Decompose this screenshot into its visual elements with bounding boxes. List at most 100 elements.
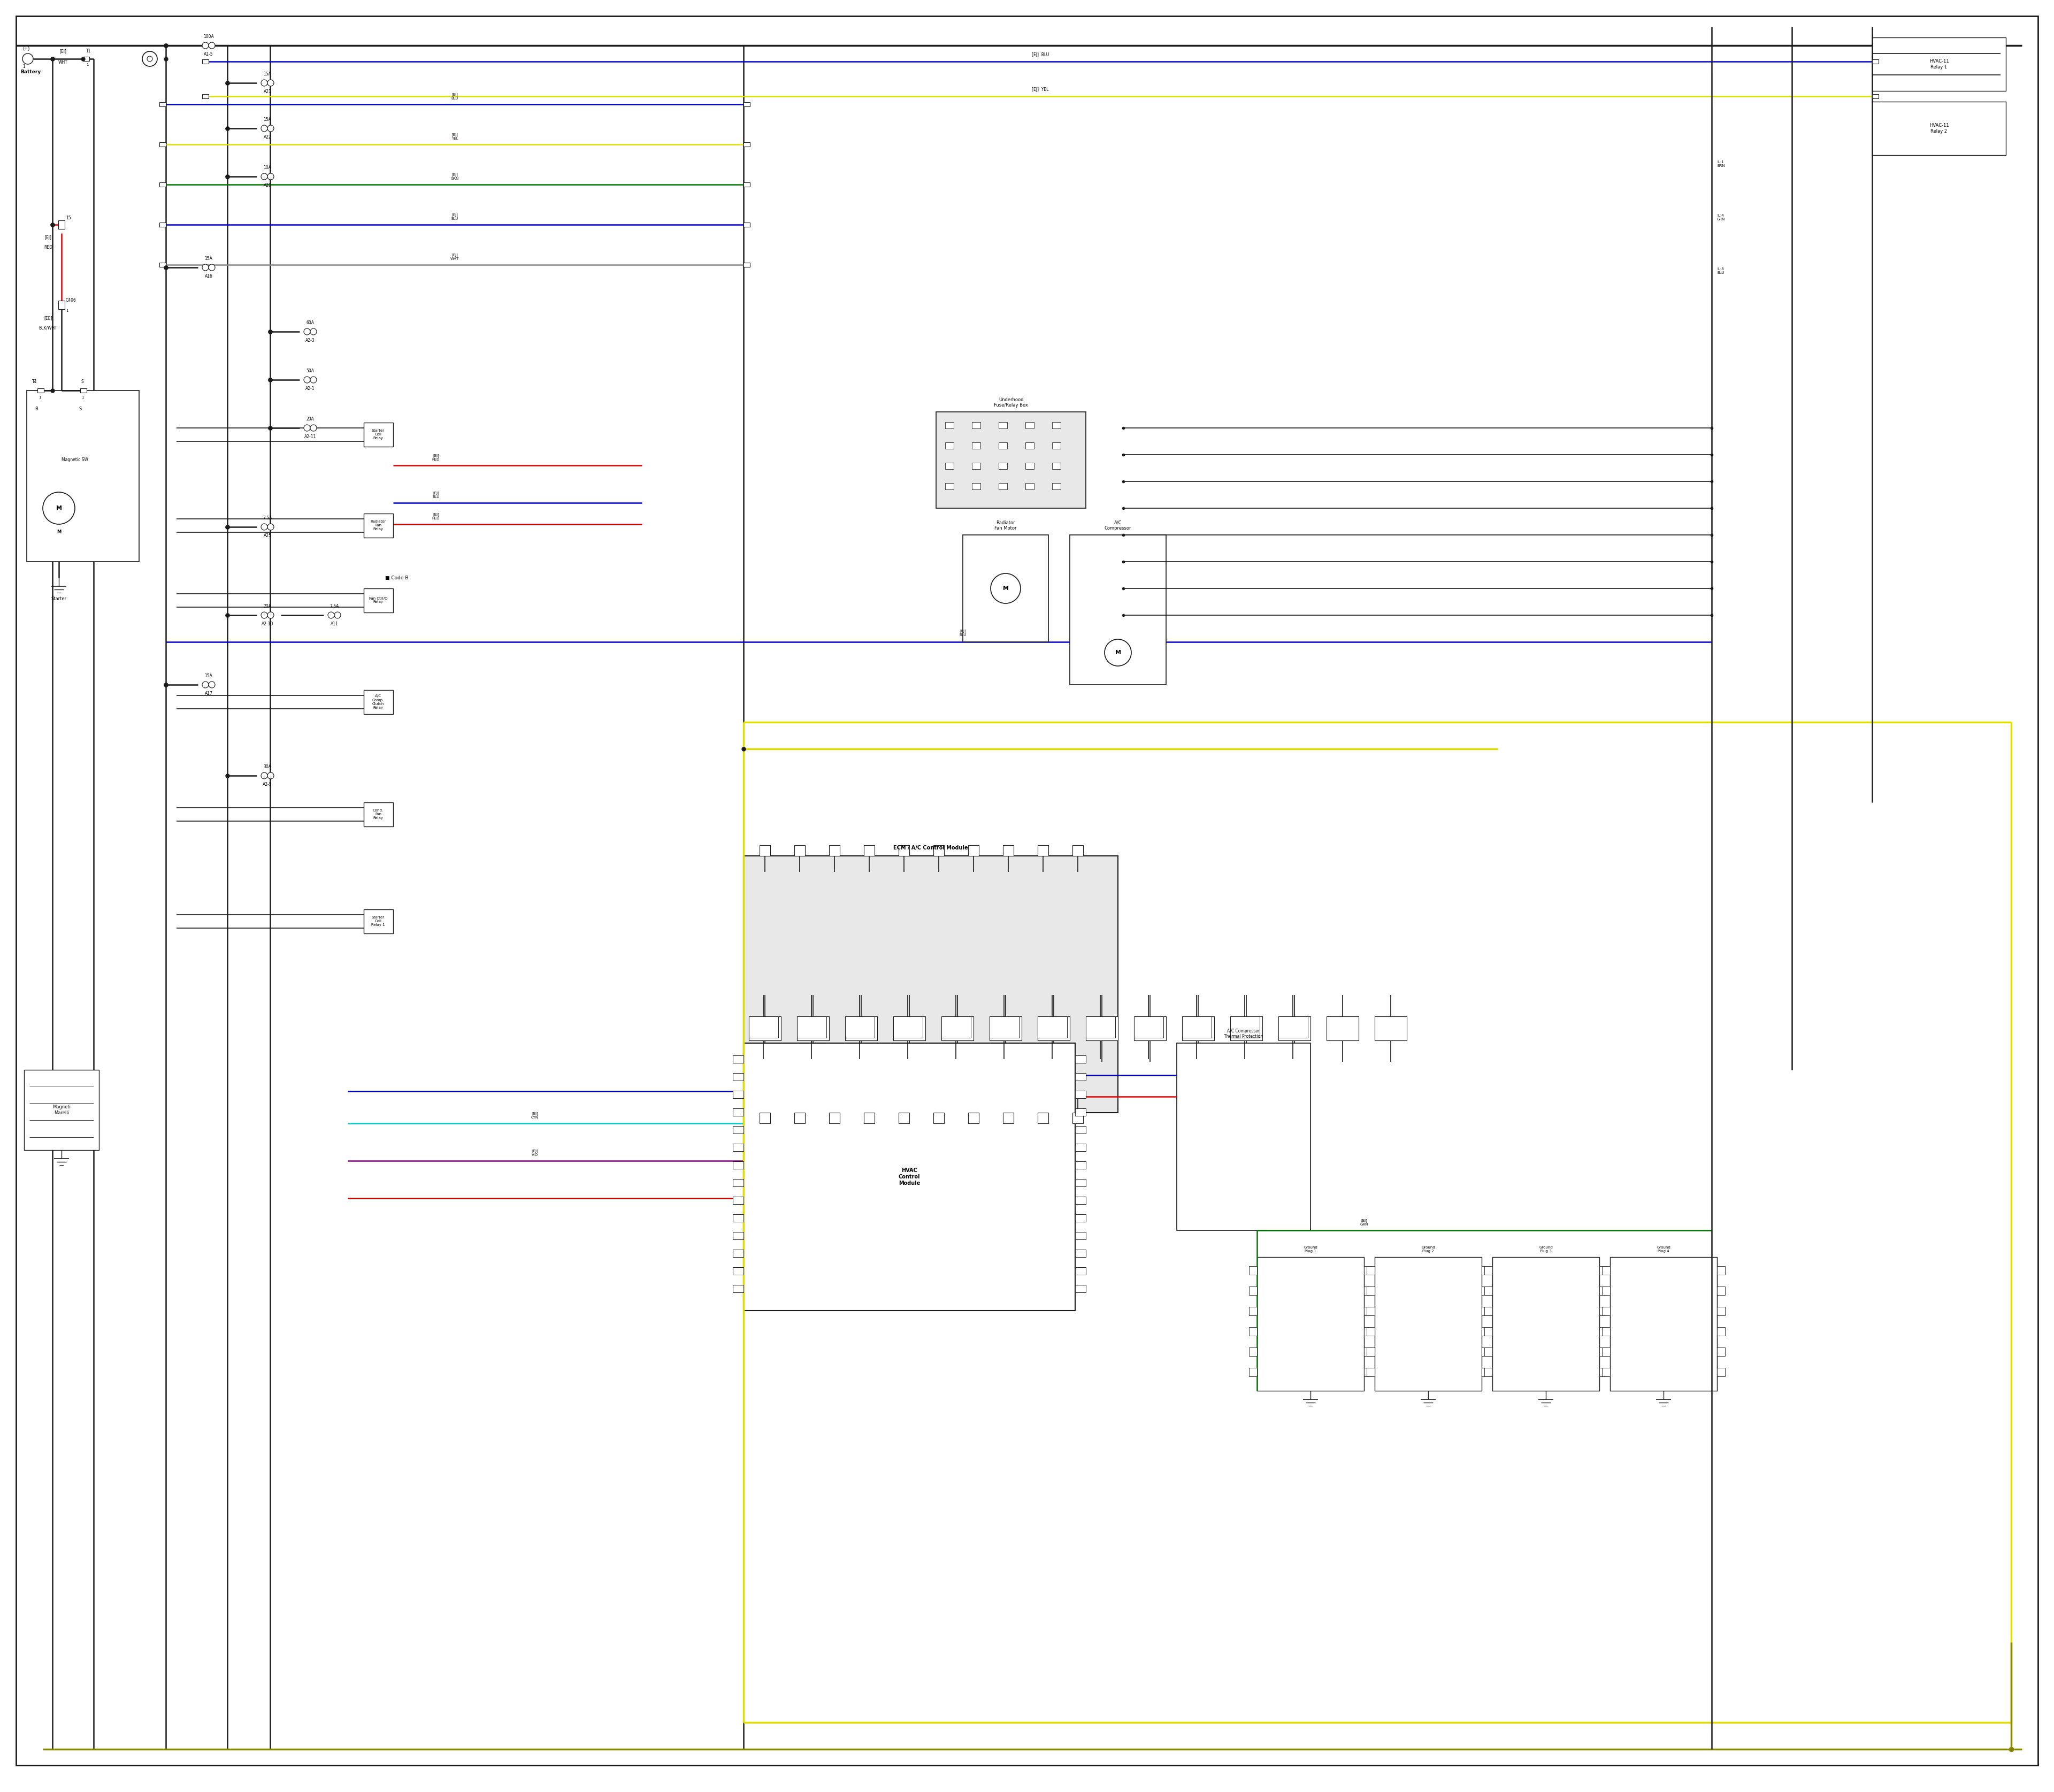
Text: M: M	[1115, 650, 1121, 656]
Bar	[744, 102, 750, 106]
Text: [EJ]
BLU: [EJ] BLU	[452, 93, 458, 100]
Circle shape	[261, 174, 267, 179]
Text: 1: 1	[39, 396, 41, 400]
Bar	[1366, 1367, 1374, 1376]
Bar	[80, 389, 86, 392]
Text: [EJ]
GRN: [EJ] GRN	[450, 172, 458, 181]
Bar	[933, 846, 945, 857]
Bar	[27, 391, 140, 561]
Bar	[1481, 1287, 1489, 1296]
Bar	[1366, 1306, 1374, 1315]
Bar	[1366, 1267, 1374, 1274]
Bar	[941, 1016, 972, 1038]
Bar	[1025, 462, 1033, 470]
Bar	[1037, 1113, 1048, 1124]
Text: 15A: 15A	[205, 256, 212, 262]
Text: BLK/WHT: BLK/WHT	[39, 324, 58, 330]
Text: ■ Code B: ■ Code B	[386, 575, 409, 581]
Circle shape	[261, 523, 267, 530]
Bar	[1481, 1267, 1489, 1274]
Text: M: M	[55, 505, 62, 511]
Bar	[941, 1016, 974, 1041]
Text: A1-5: A1-5	[203, 52, 214, 57]
Text: [EJ]
BLU: [EJ] BLU	[431, 491, 440, 498]
Circle shape	[261, 125, 267, 131]
Bar	[1481, 1367, 1489, 1376]
Bar	[1485, 1328, 1493, 1335]
Bar	[933, 1113, 945, 1124]
Bar	[1481, 1328, 1489, 1335]
Text: 15A: 15A	[263, 116, 271, 122]
Bar	[1364, 1328, 1372, 1335]
Text: ECM / A/C Control Module: ECM / A/C Control Module	[893, 846, 967, 851]
Circle shape	[201, 681, 210, 688]
Text: Starter
Coil
Relay 1: Starter Coil Relay 1	[372, 916, 384, 926]
Text: A16: A16	[205, 274, 212, 280]
Circle shape	[267, 523, 273, 530]
Bar	[998, 484, 1006, 489]
Bar	[1717, 1328, 1725, 1335]
Text: HVAC-11
Relay 1: HVAC-11 Relay 1	[1929, 59, 1949, 70]
Bar	[1074, 1285, 1087, 1292]
Bar	[1074, 1231, 1087, 1240]
Bar	[998, 423, 1006, 428]
Bar	[844, 1016, 877, 1041]
Circle shape	[310, 425, 316, 432]
Text: [EJ]
WHT: [EJ] WHT	[450, 253, 458, 260]
Bar	[1493, 1256, 1600, 1391]
Text: Starter: Starter	[51, 597, 66, 602]
Text: 20A: 20A	[306, 418, 314, 421]
Bar	[1037, 846, 1048, 857]
Text: A21: A21	[263, 90, 271, 95]
Text: 30A: 30A	[263, 765, 271, 769]
Text: Magneti
Marelli: Magneti Marelli	[53, 1106, 70, 1115]
Bar	[1364, 1367, 1372, 1376]
Text: 1: 1	[82, 396, 84, 400]
Text: A2-11: A2-11	[304, 434, 316, 439]
Text: A2-1: A2-1	[306, 387, 314, 391]
Bar	[1602, 1348, 1610, 1357]
Text: T1: T1	[86, 48, 90, 54]
Bar	[744, 857, 1117, 1113]
Bar	[58, 301, 66, 310]
Bar	[1600, 1367, 1608, 1376]
Text: M: M	[1002, 586, 1009, 591]
Circle shape	[148, 56, 152, 61]
Text: [EJ]
VIO: [EJ] VIO	[532, 1149, 538, 1156]
Bar	[364, 514, 392, 538]
Bar	[945, 443, 953, 448]
Bar	[1717, 1348, 1725, 1357]
Text: Magnetic SW: Magnetic SW	[62, 457, 88, 462]
Circle shape	[304, 328, 310, 335]
Bar	[1481, 1348, 1489, 1357]
Bar	[1183, 1016, 1212, 1038]
Text: [EJ]
BLU: [EJ] BLU	[959, 629, 965, 636]
Text: RED: RED	[43, 246, 53, 249]
Text: Starter
Coil
Relay: Starter Coil Relay	[372, 428, 384, 439]
Circle shape	[267, 174, 273, 179]
Text: 15: 15	[66, 215, 72, 220]
Bar	[1871, 102, 2007, 156]
Bar	[160, 142, 166, 147]
Text: [EJ]
BLU: [EJ] BLU	[452, 213, 458, 220]
Bar	[744, 222, 750, 228]
Text: (+): (+)	[23, 47, 29, 52]
Bar	[1364, 1348, 1372, 1357]
Text: 100A: 100A	[203, 34, 214, 39]
Text: M: M	[58, 530, 62, 534]
Bar	[1871, 95, 1879, 99]
Bar	[1249, 1328, 1257, 1335]
Text: A17: A17	[205, 692, 212, 695]
Bar	[972, 462, 980, 470]
Bar	[967, 1113, 980, 1124]
Bar	[830, 846, 840, 857]
Bar	[900, 1113, 910, 1124]
Bar	[844, 1016, 875, 1038]
Text: 15A: 15A	[205, 674, 212, 679]
Bar	[364, 803, 392, 826]
Bar	[744, 142, 750, 147]
Bar	[1074, 1161, 1087, 1168]
Bar	[160, 102, 166, 106]
Bar	[1249, 1287, 1257, 1296]
Bar	[1717, 1267, 1725, 1274]
